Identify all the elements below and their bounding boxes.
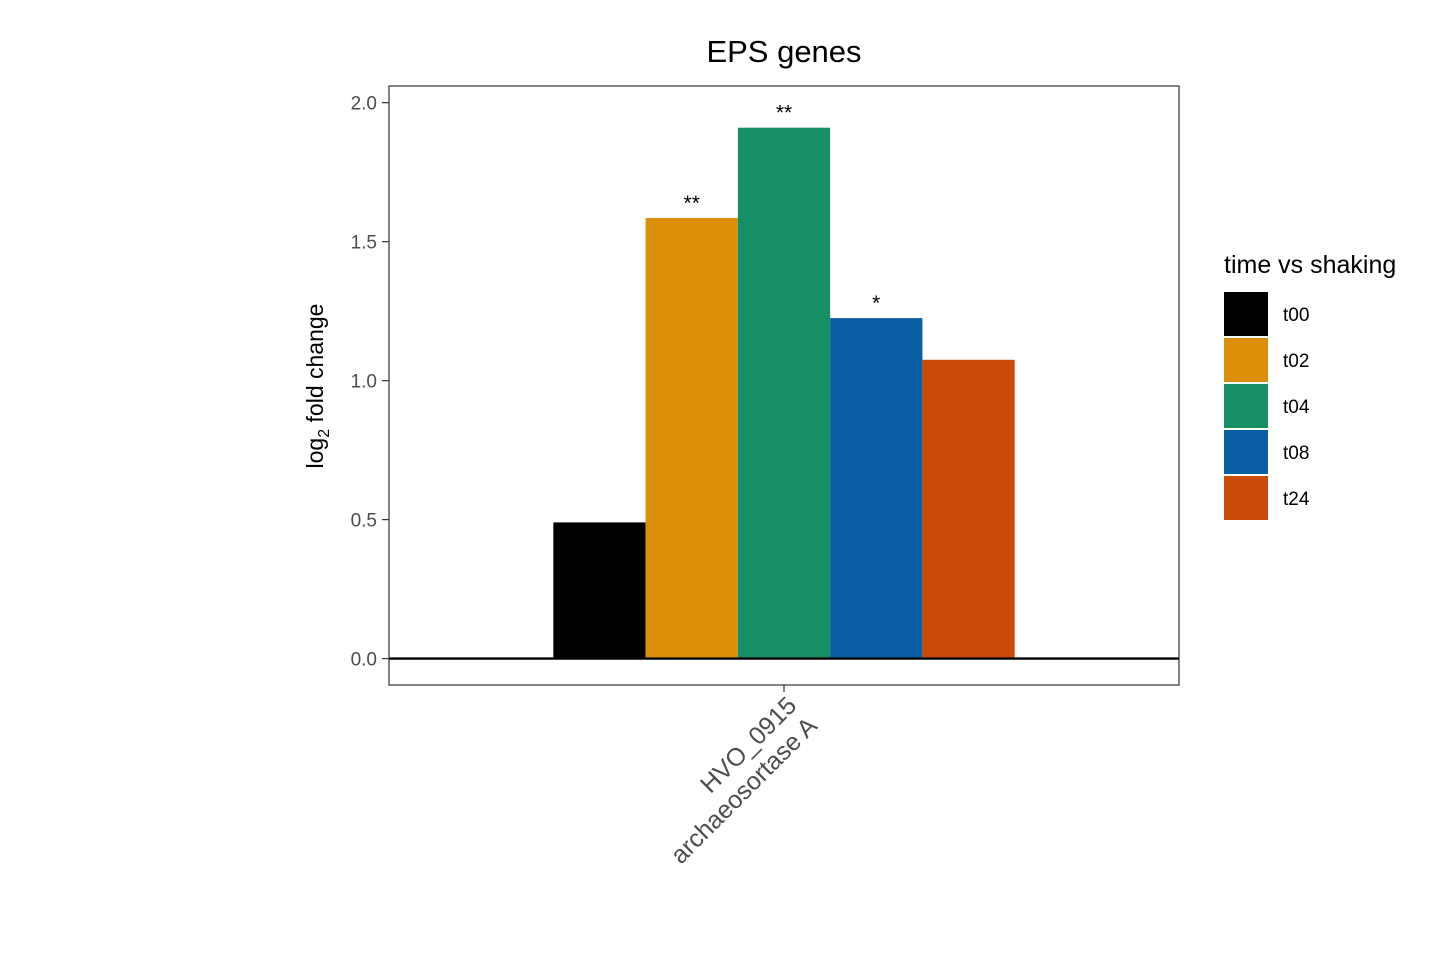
legend-label-t24: t24 bbox=[1283, 489, 1310, 510]
chart-title: EPS genes bbox=[706, 34, 861, 69]
significance-label-t04: ** bbox=[776, 102, 792, 125]
significance-label-t08: * bbox=[872, 292, 880, 315]
bars-group: ***** bbox=[553, 102, 1015, 659]
bar-t24 bbox=[922, 359, 1015, 659]
legend-key-t00 bbox=[1224, 292, 1268, 336]
bar-t08 bbox=[830, 318, 923, 659]
y-tick-label: 0.5 bbox=[351, 511, 377, 532]
legend-key-t04 bbox=[1224, 384, 1268, 428]
legend-label-t08: t08 bbox=[1283, 443, 1309, 464]
bar-t00 bbox=[553, 522, 646, 659]
y-tick-label: 2.0 bbox=[351, 94, 377, 115]
x-tick-label: HVO_0915archaeosortase A bbox=[645, 691, 823, 869]
legend-key-t24 bbox=[1224, 476, 1268, 520]
y-tick-label: 1.5 bbox=[351, 233, 377, 254]
y-tick-label: 0.0 bbox=[351, 650, 377, 671]
y-axis-title-log: log bbox=[302, 438, 328, 469]
y-tick-label: 1.0 bbox=[351, 372, 377, 393]
y-axis-title: log2 fold change bbox=[302, 304, 333, 469]
legend-title: time vs shaking bbox=[1224, 251, 1396, 279]
legend-label-t00: t00 bbox=[1283, 305, 1309, 326]
bar-t02 bbox=[645, 218, 738, 659]
legend-key-t02 bbox=[1224, 338, 1268, 382]
significance-label-t02: ** bbox=[684, 192, 700, 215]
legend-label-t04: t04 bbox=[1283, 397, 1310, 418]
bar-t04 bbox=[737, 127, 831, 659]
y-axis: 0.0 0.5 1.0 1.5 2.0 bbox=[351, 94, 389, 671]
legend: time vs shaking t00 t02 t04 t08 t24 bbox=[1224, 251, 1396, 520]
y-axis-title-rest: fold change bbox=[302, 304, 328, 429]
legend-label-t02: t02 bbox=[1283, 351, 1309, 372]
legend-key-t08 bbox=[1224, 430, 1268, 474]
x-axis: HVO_0915archaeosortase A bbox=[645, 685, 823, 869]
y-axis-title-subscript: 2 bbox=[316, 429, 333, 438]
